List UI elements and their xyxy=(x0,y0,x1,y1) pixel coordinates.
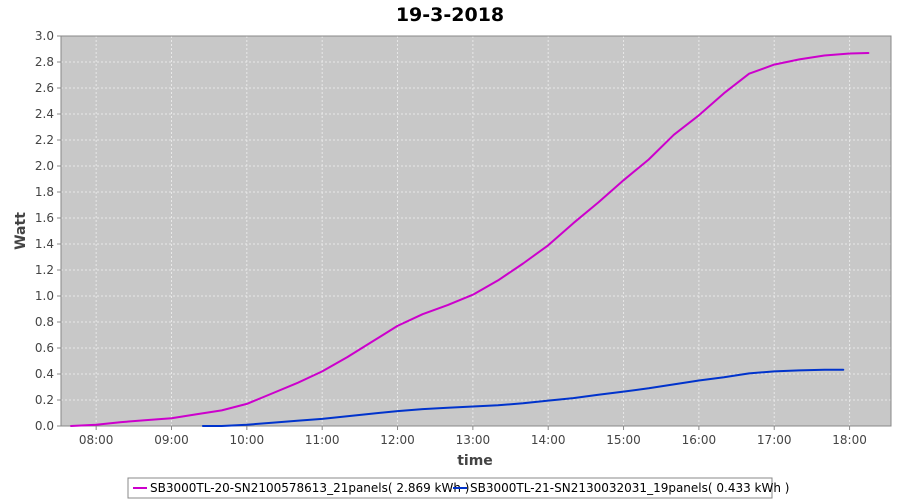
y-tick-label: 2.0 xyxy=(35,159,54,173)
legend-box xyxy=(127,477,773,499)
x-tick-label: 16:00 xyxy=(682,433,717,447)
y-tick-label: 1.0 xyxy=(35,289,54,303)
x-tick-label: 08:00 xyxy=(79,433,114,447)
x-tick-label: 11:00 xyxy=(305,433,340,447)
series-lines xyxy=(70,52,870,427)
chart-title: 19-3-2018 xyxy=(396,4,504,26)
y-tick-label: 1.2 xyxy=(35,263,54,277)
x-tick-label: 15:00 xyxy=(606,433,641,447)
y-tick-label: 2.4 xyxy=(35,107,54,121)
x-tick-label: 18:00 xyxy=(832,433,867,447)
grid-lines xyxy=(61,35,891,427)
legend: SB3000TL-20-SN2100578613_21panels( 2.869… xyxy=(127,477,789,499)
y-tick-label: 1.6 xyxy=(35,211,54,225)
legend-entry-2: SB3000TL-21-SN2130032031_19panels( 0.433… xyxy=(470,481,789,495)
series-line-1 xyxy=(70,52,870,427)
y-tick-label: 0.6 xyxy=(35,341,54,355)
x-tick-label: 13:00 xyxy=(456,433,491,447)
series-line-2 xyxy=(201,368,845,427)
x-tick-label: 09:00 xyxy=(154,433,189,447)
y-tick-label: 2.8 xyxy=(35,55,54,69)
y-tick-label: 3.0 xyxy=(35,29,54,43)
y-tick-label: 0.4 xyxy=(35,367,54,381)
x-tick-label: 17:00 xyxy=(757,433,792,447)
axes: 0.0 0.2 0.4 0.6 0.8 1.0 1.2 1.4 1.6 1.8 2.0 2.2 2.4 2… xyxy=(35,29,892,447)
y-tick-label: 0.0 xyxy=(35,419,54,433)
y-tick-label: 1.4 xyxy=(35,237,54,251)
x-axis-label: time xyxy=(457,453,493,469)
plot-area xyxy=(61,36,891,426)
y-tick-label: 2.2 xyxy=(35,133,54,147)
y-tick-label: 2.6 xyxy=(35,81,54,95)
y-tick-label: 1.8 xyxy=(35,185,54,199)
y-axis-label: Watt xyxy=(13,212,29,250)
y-tick-label: 0.2 xyxy=(35,393,54,407)
y-tick-label: 0.8 xyxy=(35,315,54,329)
legend-entry-1: SB3000TL-20-SN2100578613_21panels( 2.869… xyxy=(150,481,469,495)
x-tick-label: 10:00 xyxy=(230,433,265,447)
x-tick-label: 12:00 xyxy=(380,433,415,447)
x-tick-label: 14:00 xyxy=(531,433,566,447)
plot-border xyxy=(60,35,892,427)
